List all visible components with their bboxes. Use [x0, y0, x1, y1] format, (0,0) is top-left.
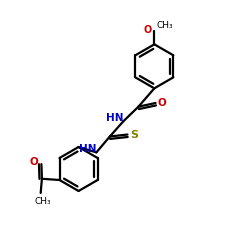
Text: CH₃: CH₃	[157, 21, 174, 30]
Text: HN: HN	[80, 144, 97, 154]
Text: CH₃: CH₃	[34, 197, 51, 206]
Text: O: O	[29, 157, 38, 167]
Text: O: O	[143, 25, 152, 35]
Text: HN: HN	[106, 114, 123, 124]
Text: S: S	[130, 130, 138, 140]
Text: O: O	[158, 98, 167, 108]
